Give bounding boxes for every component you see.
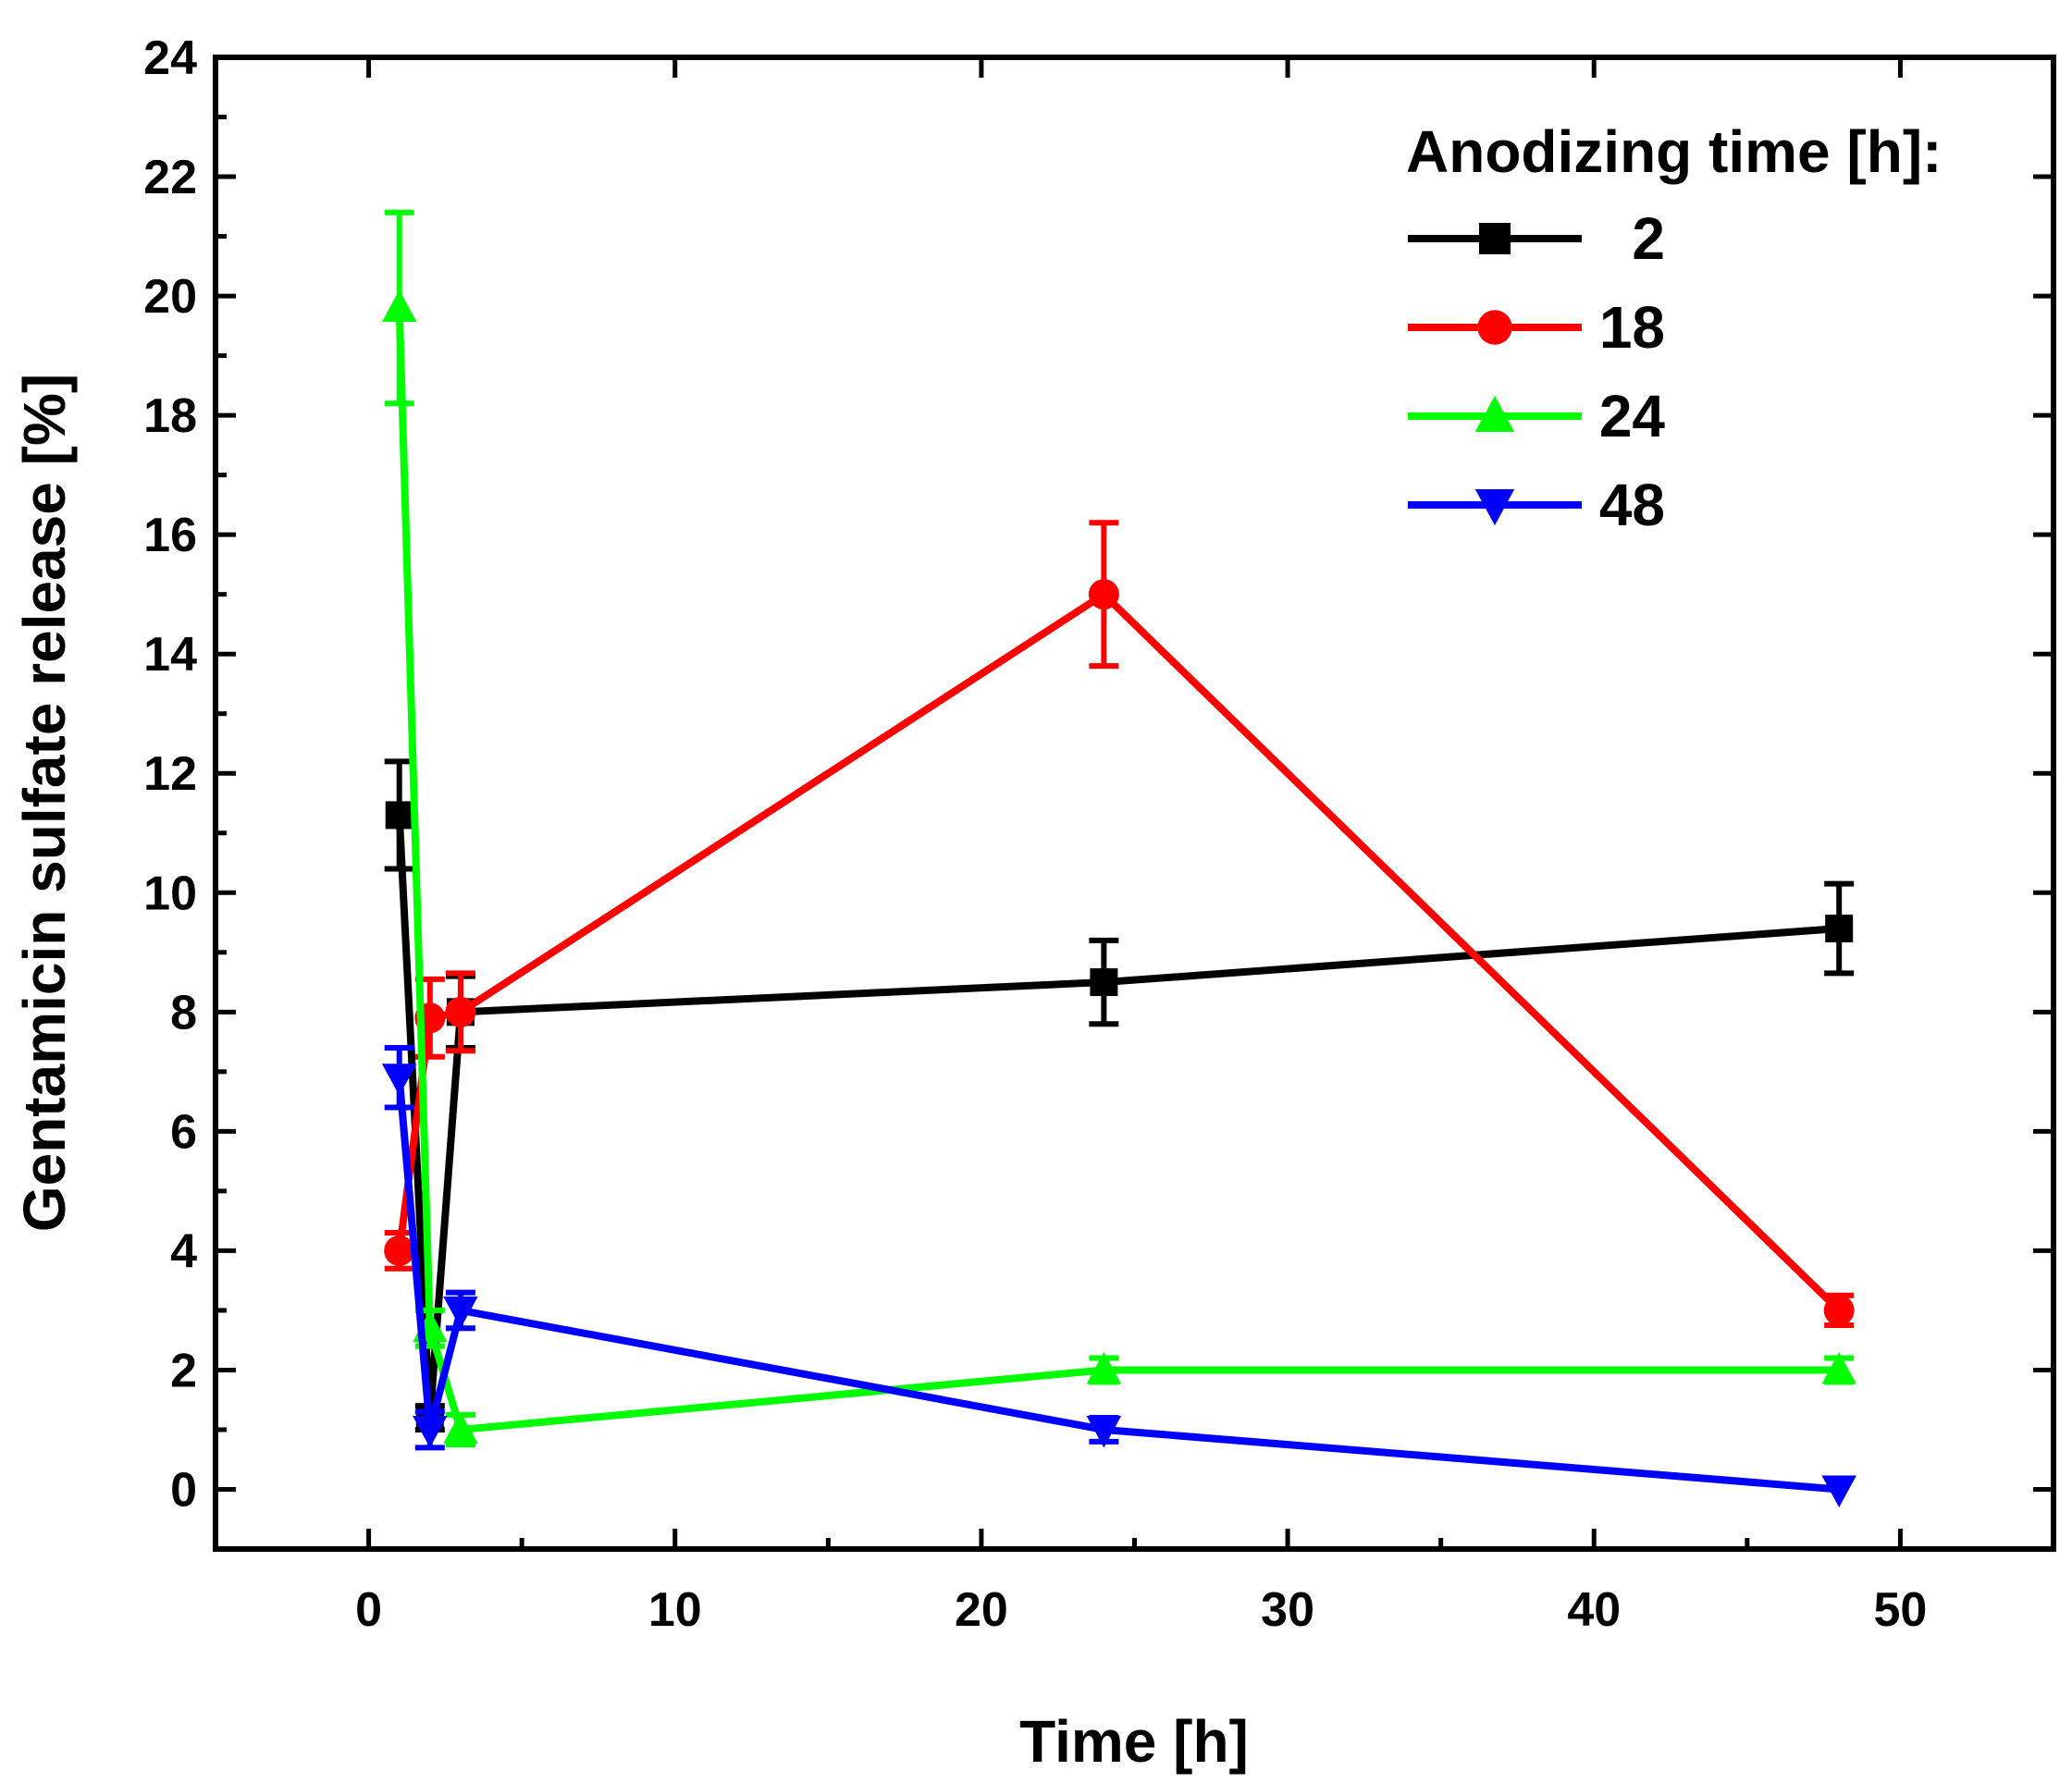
y-axis-title: Gentamicin sulfate release [%] [11,374,78,1232]
data-point [1825,914,1854,942]
y-tick-label: 2 [170,1344,197,1397]
series-48 [381,1045,1856,1507]
data-point [1086,1415,1122,1448]
data-point [1821,1475,1856,1507]
plot-frame [213,55,2056,1552]
data-point [1088,579,1119,610]
y-tick-label: 14 [143,628,197,682]
y-tick-label: 10 [143,867,197,920]
legend-entry: 24 [1408,383,1665,449]
legend-label: 18 [1599,294,1665,361]
y-tick-label: 22 [143,151,197,204]
x-tick-label: 10 [648,1583,702,1637]
legend-marker [1474,395,1515,432]
data-point [384,1235,415,1266]
legend-entry: 18 [1408,294,1665,361]
legend-entry: 2 [1408,205,1665,272]
y-tick-label: 6 [170,1105,197,1159]
data-point [445,996,476,1027]
y-tick-label: 24 [143,31,197,85]
y-tick-label: 12 [143,747,197,801]
data-point [413,1415,448,1448]
legend-marker [1479,223,1511,254]
data-point [443,1411,478,1444]
x-tick-label: 20 [955,1583,1008,1637]
x-axis-title: Time [h] [1019,1708,1249,1775]
series-24 [381,209,1856,1448]
data-point [1086,1351,1122,1384]
legend-label: 48 [1599,472,1665,538]
data-point [385,801,413,830]
legend-marker [1477,310,1512,345]
x-tick-label: 40 [1567,1583,1621,1637]
y-tick-label: 16 [143,509,197,562]
data-point [1090,968,1118,997]
legend-title: Anodizing time [h]: [1406,118,1942,185]
y-tick-label: 8 [170,986,197,1039]
data-point [1821,1351,1856,1384]
y-tick-label: 0 [170,1463,197,1517]
series-layer [381,209,1856,1507]
legend-label: 24 [1599,383,1666,449]
data-point [1823,1295,1855,1326]
x-tick-label: 0 [355,1583,382,1637]
y-tick-label: 20 [143,270,197,324]
y-tick-label: 18 [143,389,197,443]
legend-label: 2 [1632,205,1665,272]
legend-marker [1474,489,1515,526]
data-point [381,1064,417,1096]
legend: Anodizing time [h]: 2 18 24 48 [1406,118,1942,538]
legend-entry: 48 [1408,472,1665,538]
y-tick-label: 4 [170,1224,197,1278]
data-point [443,1296,478,1329]
data-point [381,289,417,322]
x-tick-label: 30 [1261,1583,1314,1637]
x-tick-label: 50 [1873,1583,1927,1637]
